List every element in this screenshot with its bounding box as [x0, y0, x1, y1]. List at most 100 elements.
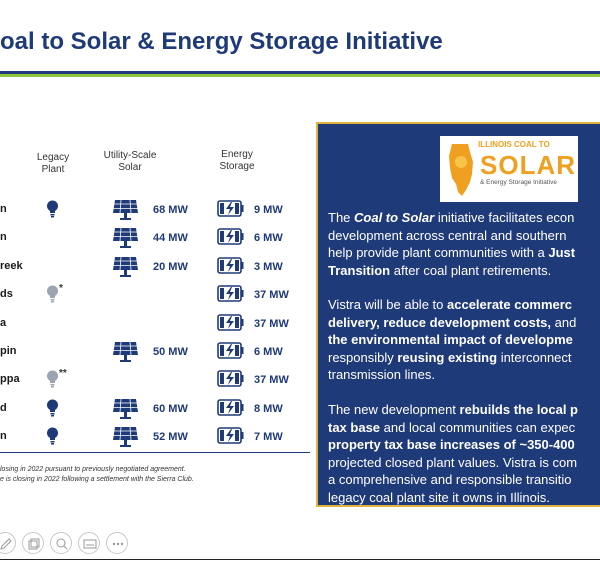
plant-name: n: [0, 430, 7, 442]
battery-icon: [217, 200, 244, 217]
p1-text-h: after coal plant retirements.: [390, 262, 552, 278]
plant-name: a: [0, 317, 7, 329]
solar-panel-icon: [112, 227, 139, 248]
p1-coal-to-solar: Coal to Solar: [354, 210, 435, 225]
p3-text-f: projected closed plant values. Vistra is…: [328, 454, 578, 470]
lightbulb-icon: [46, 200, 59, 218]
copy-slides-icon[interactable]: [22, 532, 44, 554]
table-row: ds * 37 MW: [0, 283, 310, 304]
solar-header-line1: Utility-Scale: [103, 150, 157, 161]
footnote-marker: **: [59, 368, 67, 379]
more-icon[interactable]: [106, 532, 128, 554]
battery-icon: [217, 257, 244, 274]
legacy-plant-header: Legacy Plant: [30, 152, 76, 176]
lightbulb-icon: [46, 285, 59, 303]
p1-text-c: initiative facilitates econ: [434, 210, 575, 225]
table-row: d 60 MW 8 MW: [0, 398, 310, 419]
plant-name: n: [0, 231, 7, 243]
lightbulb-icon: [46, 399, 59, 417]
logo-line2: SOLAR: [480, 150, 576, 180]
p1-transition: Transition: [328, 262, 391, 278]
storage-capacity: 6 MW: [254, 346, 283, 358]
subtitles-icon[interactable]: [78, 532, 100, 554]
p3-text-d: and local communities can expec: [380, 419, 576, 435]
battery-icon: [217, 399, 244, 416]
solar-capacity: 52 MW: [153, 431, 188, 443]
presenter-toolbar: [0, 532, 134, 558]
battery-icon: [217, 314, 244, 331]
solar-panel-icon: [112, 398, 139, 419]
storage-capacity: 37 MW: [254, 318, 289, 330]
logo-line1: ILLINOIS COAL TO: [478, 140, 550, 149]
table-row: pin 50 MW 6 MW: [0, 341, 310, 362]
illinois-sun-icon: [449, 144, 473, 196]
solar-panel-icon: [112, 199, 139, 220]
lightbulb-icon: [46, 370, 59, 388]
storage-capacity: 37 MW: [254, 289, 289, 301]
storage-capacity: 9 MW: [254, 204, 283, 216]
table-row: n 44 MW 6 MW: [0, 227, 310, 248]
storage-header-line2: Storage: [219, 161, 255, 172]
lightbulb-icon: [46, 427, 59, 445]
utility-solar-header: Utility-Scale Solar: [96, 150, 164, 174]
p2-reusing: reusing existing: [397, 349, 498, 365]
p2-text-d: and: [551, 314, 577, 330]
energy-storage-header: Energy Storage: [210, 149, 264, 173]
p1-text-a: The: [328, 210, 355, 225]
p2-impact: the environmental impact of developme: [328, 332, 573, 347]
table-rule: [0, 452, 310, 453]
p2-accelerate: accelerate commerc: [447, 297, 573, 312]
slide-title: oal to Solar & Energy Storage Initiative: [0, 28, 443, 55]
plant-name: ppa: [0, 373, 20, 385]
battery-icon: [217, 370, 244, 387]
p1-text-d: development across central and southern: [328, 227, 567, 243]
bottom-rule: [0, 559, 600, 560]
p1-text-e: help provide plant communities with a: [328, 245, 549, 260]
storage-header-line1: Energy: [221, 149, 253, 160]
info-paragraph-3: The new development rebuilds the local p…: [328, 401, 600, 506]
table-row: ppa ** 37 MW: [0, 368, 310, 389]
battery-icon: [217, 342, 244, 359]
battery-icon: [217, 285, 244, 302]
solar-header-line2: Solar: [118, 162, 142, 173]
logo-line3: & Energy Storage Initiative: [480, 179, 557, 186]
solar-capacity: 60 MW: [153, 403, 188, 415]
pencil-icon[interactable]: [0, 532, 16, 554]
storage-capacity: 6 MW: [254, 232, 283, 244]
info-paragraph-1: The Coal to Solar initiative facilitates…: [328, 209, 600, 279]
info-paragraph-2: Vistra will be able to accelerate commer…: [328, 296, 600, 384]
solar-capacity: 20 MW: [153, 261, 188, 273]
table-row: n 52 MW 7 MW: [0, 426, 310, 447]
coal-to-solar-logo: ILLINOIS COAL TO SOLAR & Energy Storage …: [440, 136, 578, 202]
p2-text-i: transmission lines.: [328, 367, 435, 382]
p2-text-a: Vistra will be able to: [328, 297, 447, 312]
p3-tax-base: tax base: [328, 419, 381, 435]
p3-text-g: a comprehensive and responsible transiti…: [328, 472, 572, 487]
footnote-2: e is closing in 2022 following a settlem…: [0, 476, 194, 483]
plant-name: d: [0, 402, 7, 414]
storage-capacity: 37 MW: [254, 374, 289, 386]
zoom-icon[interactable]: [50, 532, 72, 554]
legacy-header-line1: Legacy: [36, 152, 70, 163]
footnote-1: losing in 2022 pursuant to previously ne…: [0, 466, 186, 473]
plant-name: pin: [0, 345, 17, 357]
legacy-header-line2: Plant: [41, 164, 65, 175]
solar-panel-icon: [112, 426, 139, 447]
p3-text-h: legacy coal plant site it owns in Illino…: [328, 489, 550, 505]
solar-capacity: 50 MW: [153, 346, 188, 358]
battery-icon: [217, 228, 244, 245]
table-row: n 68 MW 9 MW: [0, 199, 310, 220]
p3-increase: property tax base increases of ~350-400: [328, 437, 575, 452]
solar-capacity: 68 MW: [153, 204, 188, 216]
title-rule-green: [0, 74, 600, 77]
p2-delivery: delivery, reduce development costs,: [328, 314, 552, 330]
p2-text-h: interconnect: [497, 349, 572, 365]
p1-just: Just: [548, 245, 576, 260]
solar-panel-icon: [112, 256, 139, 277]
storage-capacity: 7 MW: [254, 431, 283, 443]
p3-text-a: The new development: [328, 402, 460, 417]
storage-capacity: 3 MW: [254, 261, 283, 273]
footnote-marker: *: [59, 283, 63, 294]
solar-panel-icon: [112, 341, 139, 362]
table-row: a 37 MW: [0, 313, 310, 333]
